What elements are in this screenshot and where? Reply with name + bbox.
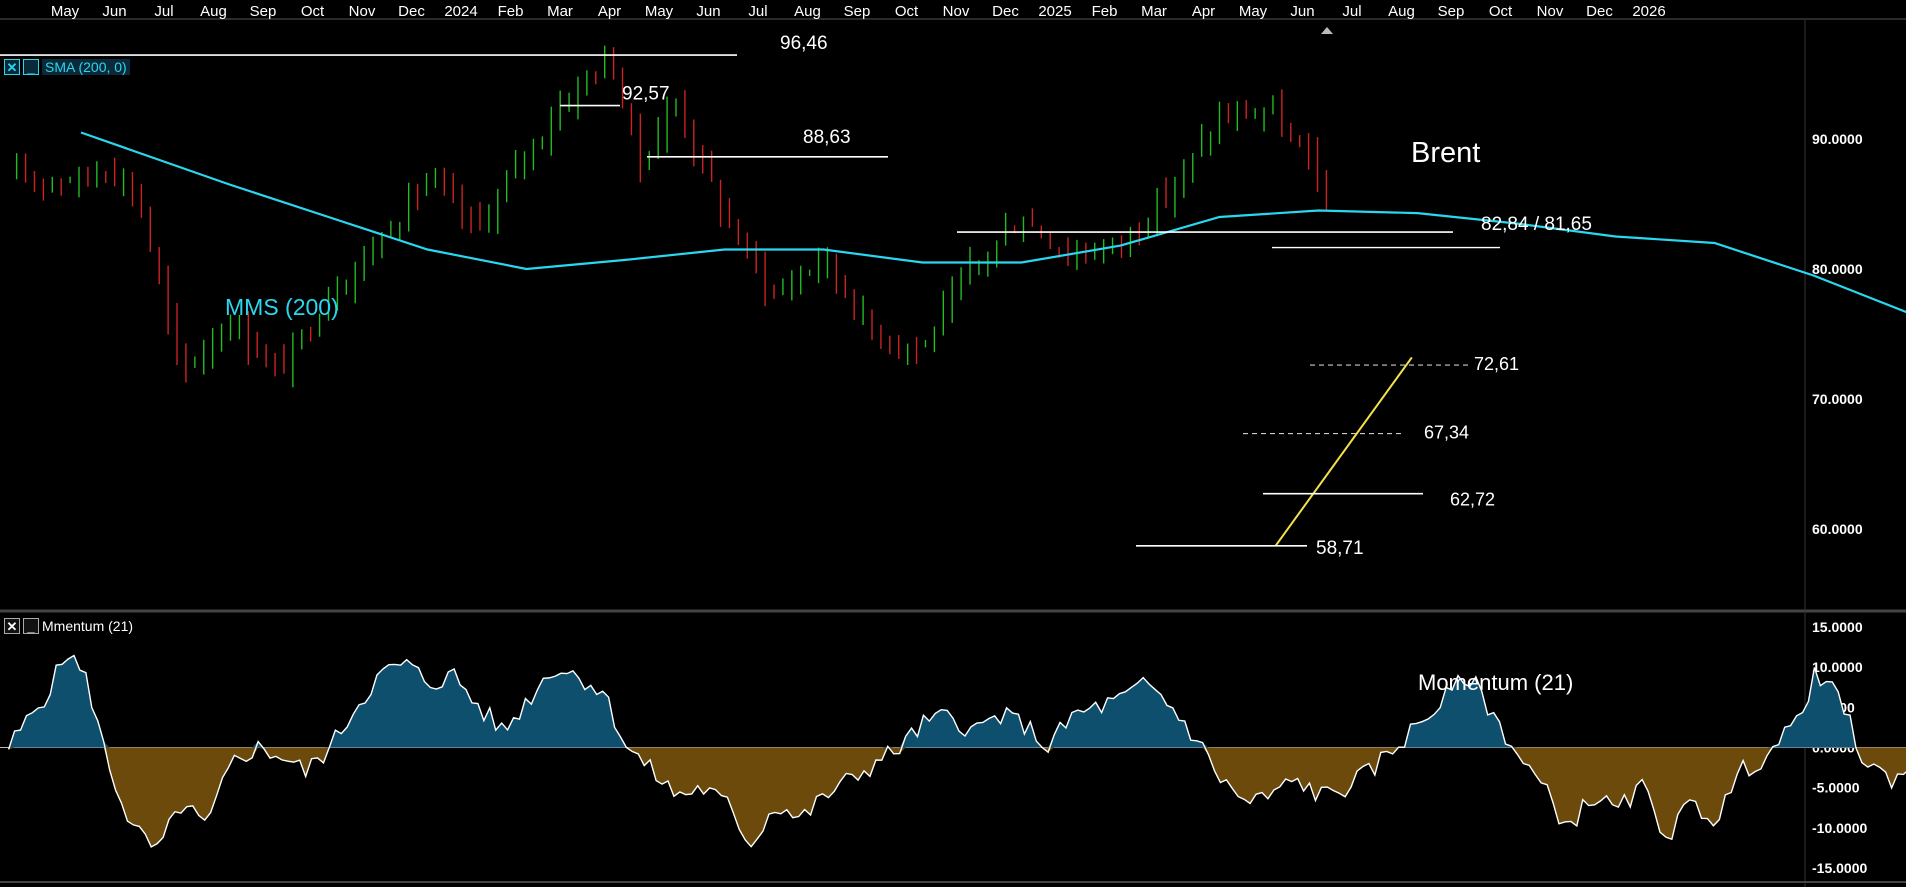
time-axis-label: Aug: [200, 3, 227, 20]
time-axis-label: Oct: [895, 3, 919, 20]
close-icon[interactable]: ✕: [4, 59, 20, 75]
time-axis-label: Jul: [748, 3, 767, 20]
time-axis-label: Feb: [1092, 3, 1118, 20]
support-trendline: [1274, 356, 1413, 547]
minimize-icon[interactable]: _: [23, 618, 39, 634]
momentum-positive-area: [8, 655, 1906, 748]
sma-indicator-control: ✕ _ SMA (200, 0): [4, 58, 130, 76]
time-axis-label: Jun: [696, 3, 720, 20]
momentum-axis-tick: -15.0000: [1812, 860, 1867, 876]
time-axis-label: May: [645, 3, 674, 20]
key-level-label: 58,71: [1316, 538, 1364, 559]
time-axis-label: May: [1239, 3, 1268, 20]
time-axis-label: Oct: [301, 3, 325, 20]
key-level-label: 72,61: [1474, 354, 1519, 374]
price-axis-tick: 90.0000: [1812, 131, 1863, 147]
time-axis-label: 2024: [444, 3, 477, 20]
momentum-title: Momentum (21): [1418, 670, 1573, 695]
time-axis-label: Jun: [102, 3, 126, 20]
key-level-label: 96,46: [780, 33, 828, 54]
current-date-marker-icon: [1321, 27, 1333, 34]
sma-200-line: [80, 131, 1906, 314]
time-axis-label: Apr: [598, 3, 621, 20]
key-level-label: 82,84 / 81,65: [1481, 214, 1592, 235]
price-axis-tick: 60.0000: [1812, 521, 1863, 537]
time-axis-label: Dec: [398, 3, 425, 20]
time-axis-label: Jul: [154, 3, 173, 20]
momentum-negative-area: [8, 747, 1906, 847]
time-axis-label: Dec: [992, 3, 1019, 20]
time-axis-label: Aug: [794, 3, 821, 20]
time-axis-label: Nov: [349, 3, 376, 20]
momentum-line: [7, 654, 1906, 848]
chart-title: Brent: [1411, 137, 1480, 169]
time-axis-label: Sep: [844, 3, 871, 20]
time-axis-label: Mar: [1141, 3, 1167, 20]
momentum-axis-tick: -10.0000: [1812, 820, 1867, 836]
sma-200-label: MMS (200): [225, 294, 339, 320]
key-level-label: 62,72: [1450, 490, 1495, 510]
key-level-label: 67,34: [1424, 423, 1469, 443]
close-icon[interactable]: ✕: [4, 618, 20, 634]
time-axis-label: Oct: [1489, 3, 1513, 20]
time-axis-label: Sep: [1438, 3, 1465, 20]
price-axis-tick: 70.0000: [1812, 391, 1863, 407]
minimize-icon[interactable]: _: [23, 59, 39, 75]
time-axis-label: Apr: [1192, 3, 1215, 20]
time-axis-label: Nov: [1537, 3, 1564, 20]
time-axis-label: Feb: [498, 3, 524, 20]
momentum-axis-tick: -5.0000: [1812, 780, 1860, 796]
momentum-axis-tick: 15.0000: [1812, 619, 1863, 635]
momentum-indicator-label[interactable]: Mmentum (21): [42, 618, 134, 634]
sma-indicator-label[interactable]: SMA (200, 0): [42, 59, 130, 75]
time-axis-label: Nov: [943, 3, 970, 20]
time-axis-label: Sep: [250, 3, 277, 20]
candles: [15, 45, 1328, 388]
time-axis-label: Jul: [1342, 3, 1361, 20]
time-axis-label: 2026: [1632, 3, 1665, 20]
key-level-label: 88,63: [803, 127, 851, 148]
time-axis-label: Mar: [547, 3, 573, 20]
time-axis-label: Aug: [1388, 3, 1415, 20]
time-axis-label: Dec: [1586, 3, 1613, 20]
momentum-axis-tick: 10.0000: [1812, 659, 1863, 675]
price-axis-tick: 80.0000: [1812, 261, 1863, 277]
time-axis-label: Jun: [1290, 3, 1314, 20]
time-axis-label: May: [51, 3, 80, 20]
momentum-indicator-control: ✕ _ Mmentum (21): [4, 617, 133, 635]
time-axis-label: 2025: [1038, 3, 1071, 20]
key-level-label: 92,57: [622, 84, 670, 105]
